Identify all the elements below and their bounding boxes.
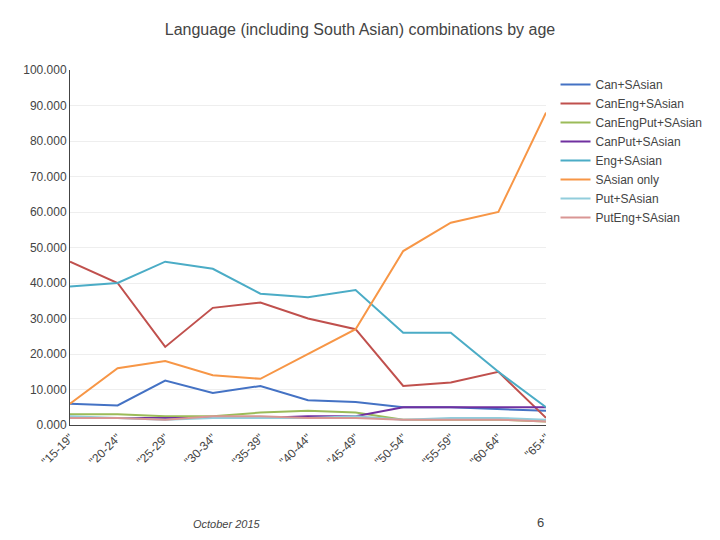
svg-text:40.000: 40.000 (30, 276, 67, 290)
svg-text:SAsian only: SAsian only (596, 173, 659, 187)
svg-text:"60-64": "60-64" (467, 431, 505, 469)
svg-text:PutEng+SAsian: PutEng+SAsian (596, 211, 680, 225)
svg-text:"25-29": "25-29" (134, 431, 172, 469)
svg-text:"30-34": "30-34" (182, 431, 220, 469)
svg-text:70.000: 70.000 (30, 170, 67, 184)
svg-text:50.000: 50.000 (30, 241, 67, 255)
svg-text:100.000: 100.000 (23, 63, 67, 77)
svg-text:"15-19": "15-19" (39, 431, 77, 469)
svg-text:30.000: 30.000 (30, 312, 67, 326)
svg-text:CanEng+SAsian: CanEng+SAsian (596, 97, 684, 111)
svg-text:80.000: 80.000 (30, 134, 67, 148)
svg-text:"65+": "65+" (522, 431, 552, 461)
svg-text:CanPut+SAsian: CanPut+SAsian (596, 135, 681, 149)
svg-text:10.000: 10.000 (30, 383, 67, 397)
svg-text:90.000: 90.000 (30, 99, 67, 113)
svg-text:Language (including South Asia: Language (including South Asian) combina… (165, 21, 556, 38)
svg-text:60.000: 60.000 (30, 205, 67, 219)
svg-text:Eng+SAsian: Eng+SAsian (596, 154, 662, 168)
svg-text:"50-54": "50-54" (372, 431, 410, 469)
svg-text:CanEngPut+SAsian: CanEngPut+SAsian (596, 116, 702, 130)
svg-text:0.000: 0.000 (37, 418, 67, 432)
svg-text:"45-49": "45-49" (324, 431, 362, 469)
svg-text:"20-24": "20-24" (86, 431, 124, 469)
svg-text:6: 6 (537, 515, 544, 530)
svg-text:Put+SAsian: Put+SAsian (596, 192, 659, 206)
svg-text:20.000: 20.000 (30, 347, 67, 361)
svg-text:Can+SAsian: Can+SAsian (596, 78, 663, 92)
svg-text:"40-44": "40-44" (277, 431, 315, 469)
svg-text:October 2015: October 2015 (193, 518, 261, 530)
svg-text:"35-39": "35-39" (229, 431, 267, 469)
svg-text:"55-59": "55-59" (420, 431, 458, 469)
